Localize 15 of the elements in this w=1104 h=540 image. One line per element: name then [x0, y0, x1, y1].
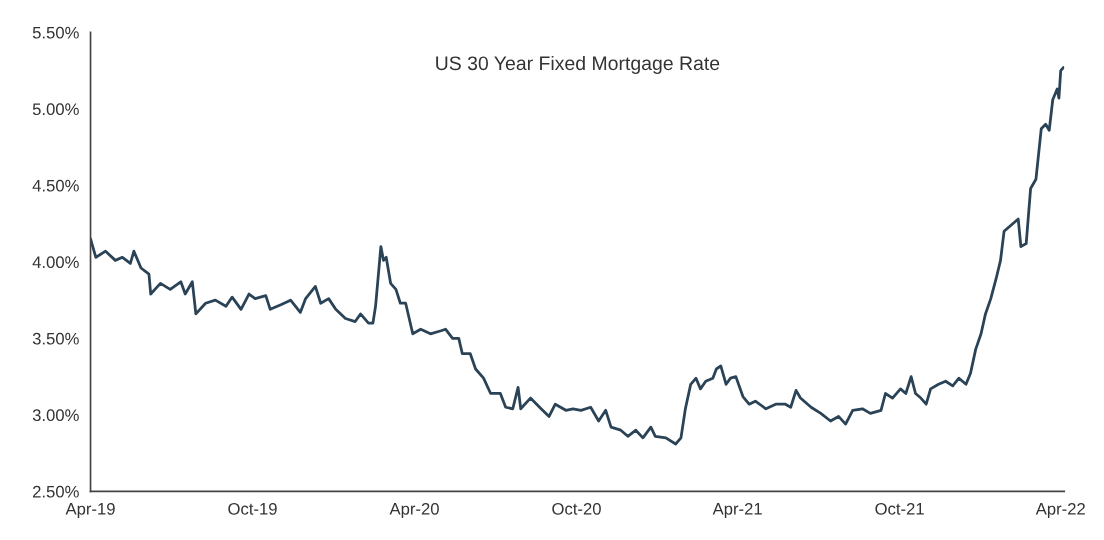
- x-tick-label: Oct-20: [552, 502, 601, 515]
- y-tick-label: 2.50%: [33, 485, 79, 498]
- y-tick-label: 4.00%: [32, 256, 79, 269]
- x-tick-label: Apr-19: [65, 502, 115, 519]
- x-tick-label: Oct-19: [228, 502, 277, 515]
- y-tick-label: 5.00%: [32, 103, 79, 116]
- y-tick-label: 5.50%: [32, 26, 79, 39]
- x-tick-label: Oct-21: [875, 502, 924, 515]
- y-tick-label: 3.00%: [32, 409, 79, 422]
- y-tick-label: 3.50%: [32, 332, 79, 345]
- x-tick-label: Apr-20: [389, 502, 439, 519]
- x-tick-label: Apr-21: [712, 502, 762, 519]
- x-tick-label: Apr-22: [1035, 502, 1085, 519]
- y-tick-label: 4.50%: [32, 179, 79, 192]
- text: US 30 Year Fixed Mortgage Rate: [436, 55, 720, 74]
